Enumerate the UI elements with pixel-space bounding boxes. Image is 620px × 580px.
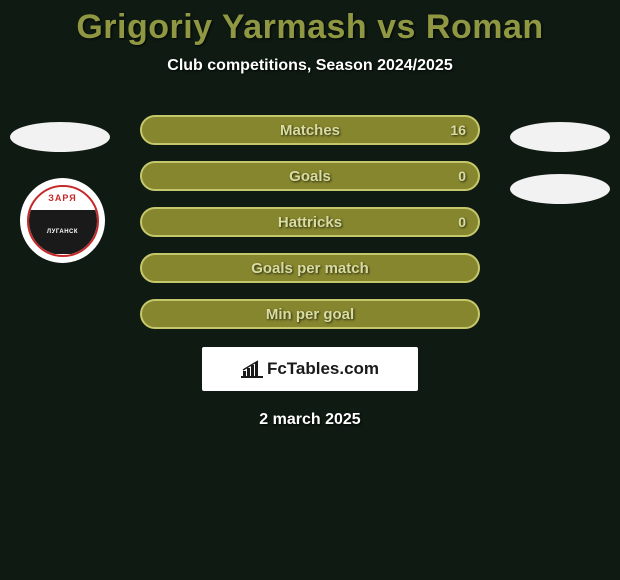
- avatar-left-player: [10, 122, 110, 152]
- stat-value-right: 0: [458, 168, 466, 184]
- stat-row-goals: Goals 0: [140, 161, 480, 191]
- avatar-right-player-1: [510, 122, 610, 152]
- stat-label: Goals: [289, 168, 331, 185]
- stat-label: Hattricks: [278, 214, 342, 231]
- club-badge-bottom: ЛУГАНСК: [29, 210, 97, 254]
- stat-row-matches: Matches 16: [140, 115, 480, 145]
- date-text: 2 march 2025: [0, 411, 620, 429]
- subtitle: Club competitions, Season 2024/2025: [0, 57, 620, 75]
- stat-row-hattricks: Hattricks 0: [140, 207, 480, 237]
- avatar-right-player-2: [510, 174, 610, 204]
- content-container: Grigoriy Yarmash vs Roman Club competiti…: [0, 0, 620, 580]
- club-badge: ЗАРЯ ЛУГАНСК: [20, 178, 105, 263]
- club-badge-arc-text: ЗАРЯ: [29, 193, 97, 203]
- page-title: Grigoriy Yarmash vs Roman: [0, 0, 620, 47]
- stat-value-right: 0: [458, 214, 466, 230]
- bar-chart-icon: [241, 360, 263, 378]
- stat-label: Matches: [280, 122, 340, 139]
- stat-label: Goals per match: [251, 260, 369, 277]
- stat-row-min-per-goal: Min per goal: [140, 299, 480, 329]
- club-badge-inner: ЗАРЯ ЛУГАНСК: [27, 185, 99, 257]
- stat-row-goals-per-match: Goals per match: [140, 253, 480, 283]
- fctables-text: FcTables.com: [267, 359, 379, 379]
- stat-value-right: 16: [450, 122, 466, 138]
- stat-label: Min per goal: [266, 306, 354, 323]
- fctables-banner[interactable]: FcTables.com: [202, 347, 418, 391]
